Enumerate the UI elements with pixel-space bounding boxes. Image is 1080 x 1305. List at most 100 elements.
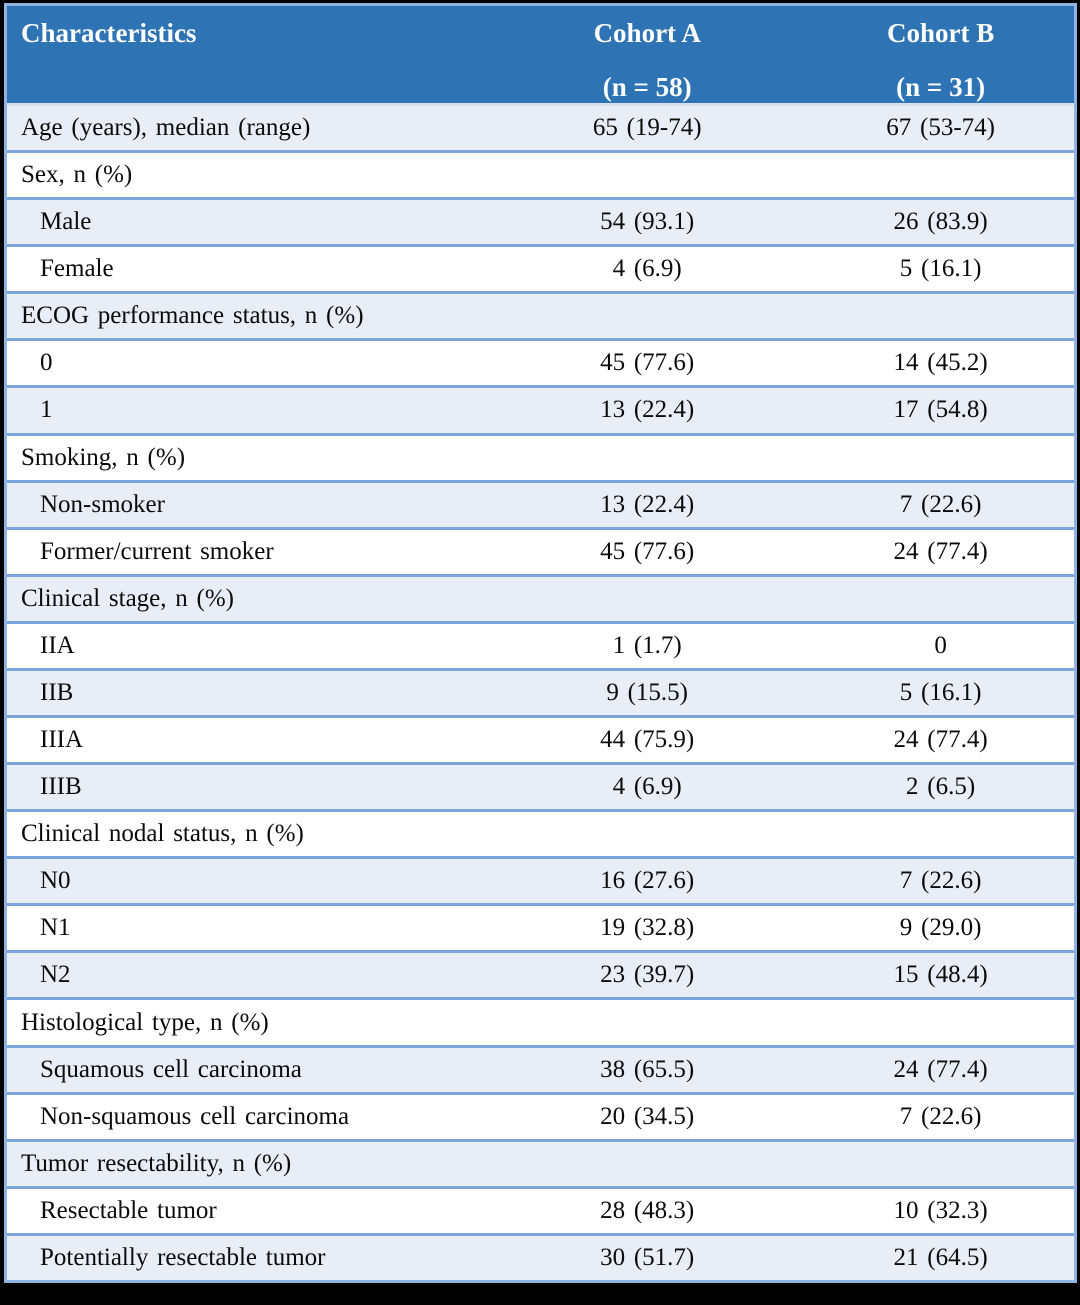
cohort-a-value: 23 (39.7) <box>487 950 808 998</box>
row-label: Potentially resectable tumor <box>7 1232 488 1280</box>
row-ecog-group: ECOG performance status, n (%) <box>7 291 1074 339</box>
row-label: ECOG performance status, n (%) <box>7 291 488 339</box>
patient-characteristics-table-frame: Characteristics Cohort A (n = 58) Cohort… <box>4 3 1077 1283</box>
row-label: Squamous cell carcinoma <box>7 1044 488 1092</box>
row-female: Female 4 (6.9) 5 (16.1) <box>7 244 1074 292</box>
cohort-b-value: 17 (54.8) <box>807 385 1074 433</box>
row-resectability-group: Tumor resectability, n (%) <box>7 1138 1074 1186</box>
cohort-a-value <box>487 1138 808 1186</box>
row-male: Male 54 (93.1) 26 (83.9) <box>7 197 1074 245</box>
row-squamous: Squamous cell carcinoma 38 (65.5) 24 (77… <box>7 1044 1074 1092</box>
row-label: IIIB <box>7 762 488 810</box>
cohort-a-value: 44 (75.9) <box>487 715 808 763</box>
header-characteristics: Characteristics <box>7 6 488 106</box>
row-former-current-smoker: Former/current smoker 45 (77.6) 24 (77.4… <box>7 526 1074 574</box>
cohort-b-value: 2 (6.5) <box>807 762 1074 810</box>
row-label: N1 <box>7 903 488 951</box>
cohort-a-value: 65 (19-74) <box>487 106 808 151</box>
cohort-b-value <box>807 1138 1074 1186</box>
row-label: Histological type, n (%) <box>7 997 488 1045</box>
cohort-a-value <box>487 150 808 198</box>
row-stage-iia: IIA 1 (1.7) 0 <box>7 620 1074 668</box>
cohort-a-value: 13 (22.4) <box>487 385 808 433</box>
patient-characteristics-table: Characteristics Cohort A (n = 58) Cohort… <box>4 3 1077 1283</box>
row-n2: N2 23 (39.7) 15 (48.4) <box>7 950 1074 998</box>
row-label: 1 <box>7 385 488 433</box>
header-characteristics-label: Characteristics <box>21 18 197 48</box>
cohort-b-value: 7 (22.6) <box>807 856 1074 904</box>
row-nodal-status-group: Clinical nodal status, n (%) <box>7 809 1074 857</box>
row-age: Age (years), median (range) 65 (19-74) 6… <box>7 106 1074 151</box>
row-ecog-0: 0 45 (77.6) 14 (45.2) <box>7 338 1074 386</box>
cohort-b-value: 24 (77.4) <box>807 1044 1074 1092</box>
row-potentially-resectable: Potentially resectable tumor 30 (51.7) 2… <box>7 1232 1074 1280</box>
cohort-a-value <box>487 997 808 1045</box>
cohort-a-n: (n = 58) <box>602 72 692 102</box>
cohort-a-value: 28 (48.3) <box>487 1185 808 1233</box>
row-stage-iiib: IIIB 4 (6.9) 2 (6.5) <box>7 762 1074 810</box>
row-ecog-1: 1 13 (22.4) 17 (54.8) <box>7 385 1074 433</box>
row-n0: N0 16 (27.6) 7 (22.6) <box>7 856 1074 904</box>
cohort-a-value: 54 (93.1) <box>487 197 808 245</box>
row-label: Clinical stage, n (%) <box>7 573 488 621</box>
row-label: Resectable tumor <box>7 1185 488 1233</box>
row-label: Female <box>7 244 488 292</box>
row-histological-type-group: Histological type, n (%) <box>7 997 1074 1045</box>
cohort-a-name: Cohort A <box>593 18 701 48</box>
row-label: IIB <box>7 667 488 715</box>
cohort-b-value <box>807 432 1074 480</box>
cohort-b-value <box>807 150 1074 198</box>
cohort-a-value <box>487 573 808 621</box>
row-label: IIA <box>7 620 488 668</box>
cohort-a-value: 1 (1.7) <box>487 620 808 668</box>
cohort-b-value: 24 (77.4) <box>807 715 1074 763</box>
header-cohort-b: Cohort B (n = 31) <box>807 6 1074 106</box>
row-stage-iiia: IIIA 44 (75.9) 24 (77.4) <box>7 715 1074 763</box>
cohort-b-value: 9 (29.0) <box>807 903 1074 951</box>
cohort-b-value: 7 (22.6) <box>807 479 1074 527</box>
row-label: Clinical nodal status, n (%) <box>7 809 488 857</box>
cohort-b-n: (n = 31) <box>896 72 986 102</box>
header-row: Characteristics Cohort A (n = 58) Cohort… <box>7 6 1074 106</box>
cohort-b-value: 5 (16.1) <box>807 244 1074 292</box>
cohort-a-value <box>487 432 808 480</box>
cohort-b-value: 7 (22.6) <box>807 1091 1074 1139</box>
row-label: IIIA <box>7 715 488 763</box>
cohort-a-value: 45 (77.6) <box>487 526 808 574</box>
row-clinical-stage-group: Clinical stage, n (%) <box>7 573 1074 621</box>
row-label: Tumor resectability, n (%) <box>7 1138 488 1186</box>
row-label: Age (years), median (range) <box>7 106 488 151</box>
cohort-a-value: 4 (6.9) <box>487 762 808 810</box>
cohort-b-value: 5 (16.1) <box>807 667 1074 715</box>
row-non-squamous: Non-squamous cell carcinoma 20 (34.5) 7 … <box>7 1091 1074 1139</box>
row-label: N0 <box>7 856 488 904</box>
cohort-b-value: 15 (48.4) <box>807 950 1074 998</box>
cohort-a-value <box>487 809 808 857</box>
row-label: N2 <box>7 950 488 998</box>
cohort-a-value: 38 (65.5) <box>487 1044 808 1092</box>
cohort-b-value: 21 (64.5) <box>807 1232 1074 1280</box>
row-smoking-group: Smoking, n (%) <box>7 432 1074 480</box>
cohort-b-value: 24 (77.4) <box>807 526 1074 574</box>
cohort-b-value <box>807 573 1074 621</box>
cohort-a-value: 4 (6.9) <box>487 244 808 292</box>
cohort-b-name: Cohort B <box>886 18 995 48</box>
row-non-smoker: Non-smoker 13 (22.4) 7 (22.6) <box>7 479 1074 527</box>
header-cohort-a: Cohort A (n = 58) <box>487 6 808 106</box>
cohort-a-value: 16 (27.6) <box>487 856 808 904</box>
cohort-b-value: 67 (53-74) <box>807 106 1074 151</box>
cohort-a-value: 30 (51.7) <box>487 1232 808 1280</box>
cohort-b-value <box>807 809 1074 857</box>
cohort-b-value: 26 (83.9) <box>807 197 1074 245</box>
table-header: Characteristics Cohort A (n = 58) Cohort… <box>7 6 1074 106</box>
row-label: Male <box>7 197 488 245</box>
table-body: Age (years), median (range) 65 (19-74) 6… <box>7 106 1074 1280</box>
cohort-a-value: 19 (32.8) <box>487 903 808 951</box>
cohort-a-value: 9 (15.5) <box>487 667 808 715</box>
cohort-b-value <box>807 291 1074 339</box>
cohort-a-value: 13 (22.4) <box>487 479 808 527</box>
row-label: Sex, n (%) <box>7 150 488 198</box>
row-label: Former/current smoker <box>7 526 488 574</box>
row-stage-iib: IIB 9 (15.5) 5 (16.1) <box>7 667 1074 715</box>
cohort-b-value: 14 (45.2) <box>807 338 1074 386</box>
